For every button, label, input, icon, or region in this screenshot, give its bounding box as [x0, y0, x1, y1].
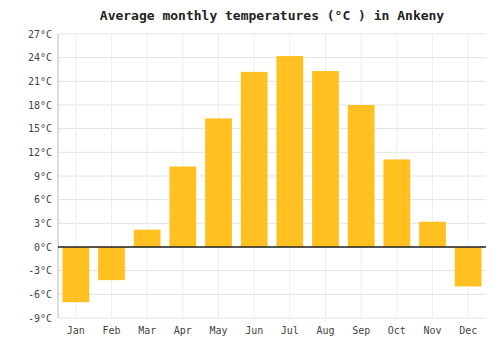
y-tick-label: 12°C: [28, 147, 52, 158]
baseline: [58, 246, 486, 248]
bar: [134, 230, 161, 247]
x-tick-label: Feb: [102, 325, 120, 336]
y-grid-line: [58, 176, 486, 177]
bar: [62, 247, 89, 302]
y-grid-line: [58, 34, 486, 35]
y-grid-line: [58, 57, 486, 58]
grid: [58, 34, 486, 318]
bar: [348, 105, 375, 247]
bar: [312, 71, 339, 247]
x-tick-label: Mar: [138, 325, 156, 336]
y-grid-line: [58, 318, 486, 319]
x-tick-label: Jun: [245, 325, 263, 336]
x-tick-label: Apr: [174, 325, 192, 336]
x-tick-label: Jul: [281, 325, 299, 336]
x-tick-label: Dec: [459, 325, 477, 336]
bar: [98, 247, 125, 280]
y-grid-line: [58, 105, 486, 106]
bars: [62, 56, 481, 302]
title: Average monthly temperatures (°C ) in An…: [100, 8, 445, 23]
x-axis: Jan Feb Mar Apr May Jun Jul Aug Sep Oct Nov Dec: [67, 325, 477, 336]
x-tick-label: May: [209, 325, 227, 336]
x-grid-line: [432, 34, 433, 318]
bar: [455, 247, 482, 286]
chart: Average monthly temperatures (°C ) in An…: [0, 0, 500, 350]
y-grid-line: [58, 294, 486, 295]
y-tick-label: 3°C: [34, 218, 52, 229]
y-tick-label: 21°C: [28, 76, 52, 87]
bar: [276, 56, 303, 247]
x-tick-label: Oct: [388, 325, 406, 336]
x-tick-label: Aug: [316, 325, 334, 336]
y-tick-label: 24°C: [28, 52, 52, 63]
y-grid-line: [58, 152, 486, 153]
y-grid-line: [58, 81, 486, 82]
y-tick-label: 27°C: [28, 29, 52, 40]
y-grid-line: [58, 199, 486, 200]
y-axis: -9°C -6°C -3°C 0°C 3°C 6°C 9°C 12°C 15°C 18°C 21°C…: [28, 29, 58, 324]
bar: [169, 167, 196, 247]
y-axis-line: [58, 34, 59, 318]
x-tick-label: Sep: [352, 325, 370, 336]
x-tick-label: Jan: [67, 325, 85, 336]
y-tick-label: 18°C: [28, 100, 52, 111]
y-tick-label: -3°C: [28, 265, 52, 276]
bar: [419, 222, 446, 247]
y-tick-label: 6°C: [34, 194, 52, 205]
y-grid-line: [58, 128, 486, 129]
bar: [241, 72, 268, 247]
y-grid-line: [58, 247, 486, 248]
y-tick-label: -9°C: [28, 313, 52, 324]
bar: [205, 118, 232, 247]
y-tick-label: 9°C: [34, 171, 52, 182]
x-grid-line: [147, 34, 148, 318]
y-tick-label: 0°C: [34, 242, 52, 253]
bar: [383, 159, 410, 247]
y-tick-label: 15°C: [28, 123, 52, 134]
y-tick-label: -6°C: [28, 289, 52, 300]
x-tick-label: Nov: [423, 325, 441, 336]
